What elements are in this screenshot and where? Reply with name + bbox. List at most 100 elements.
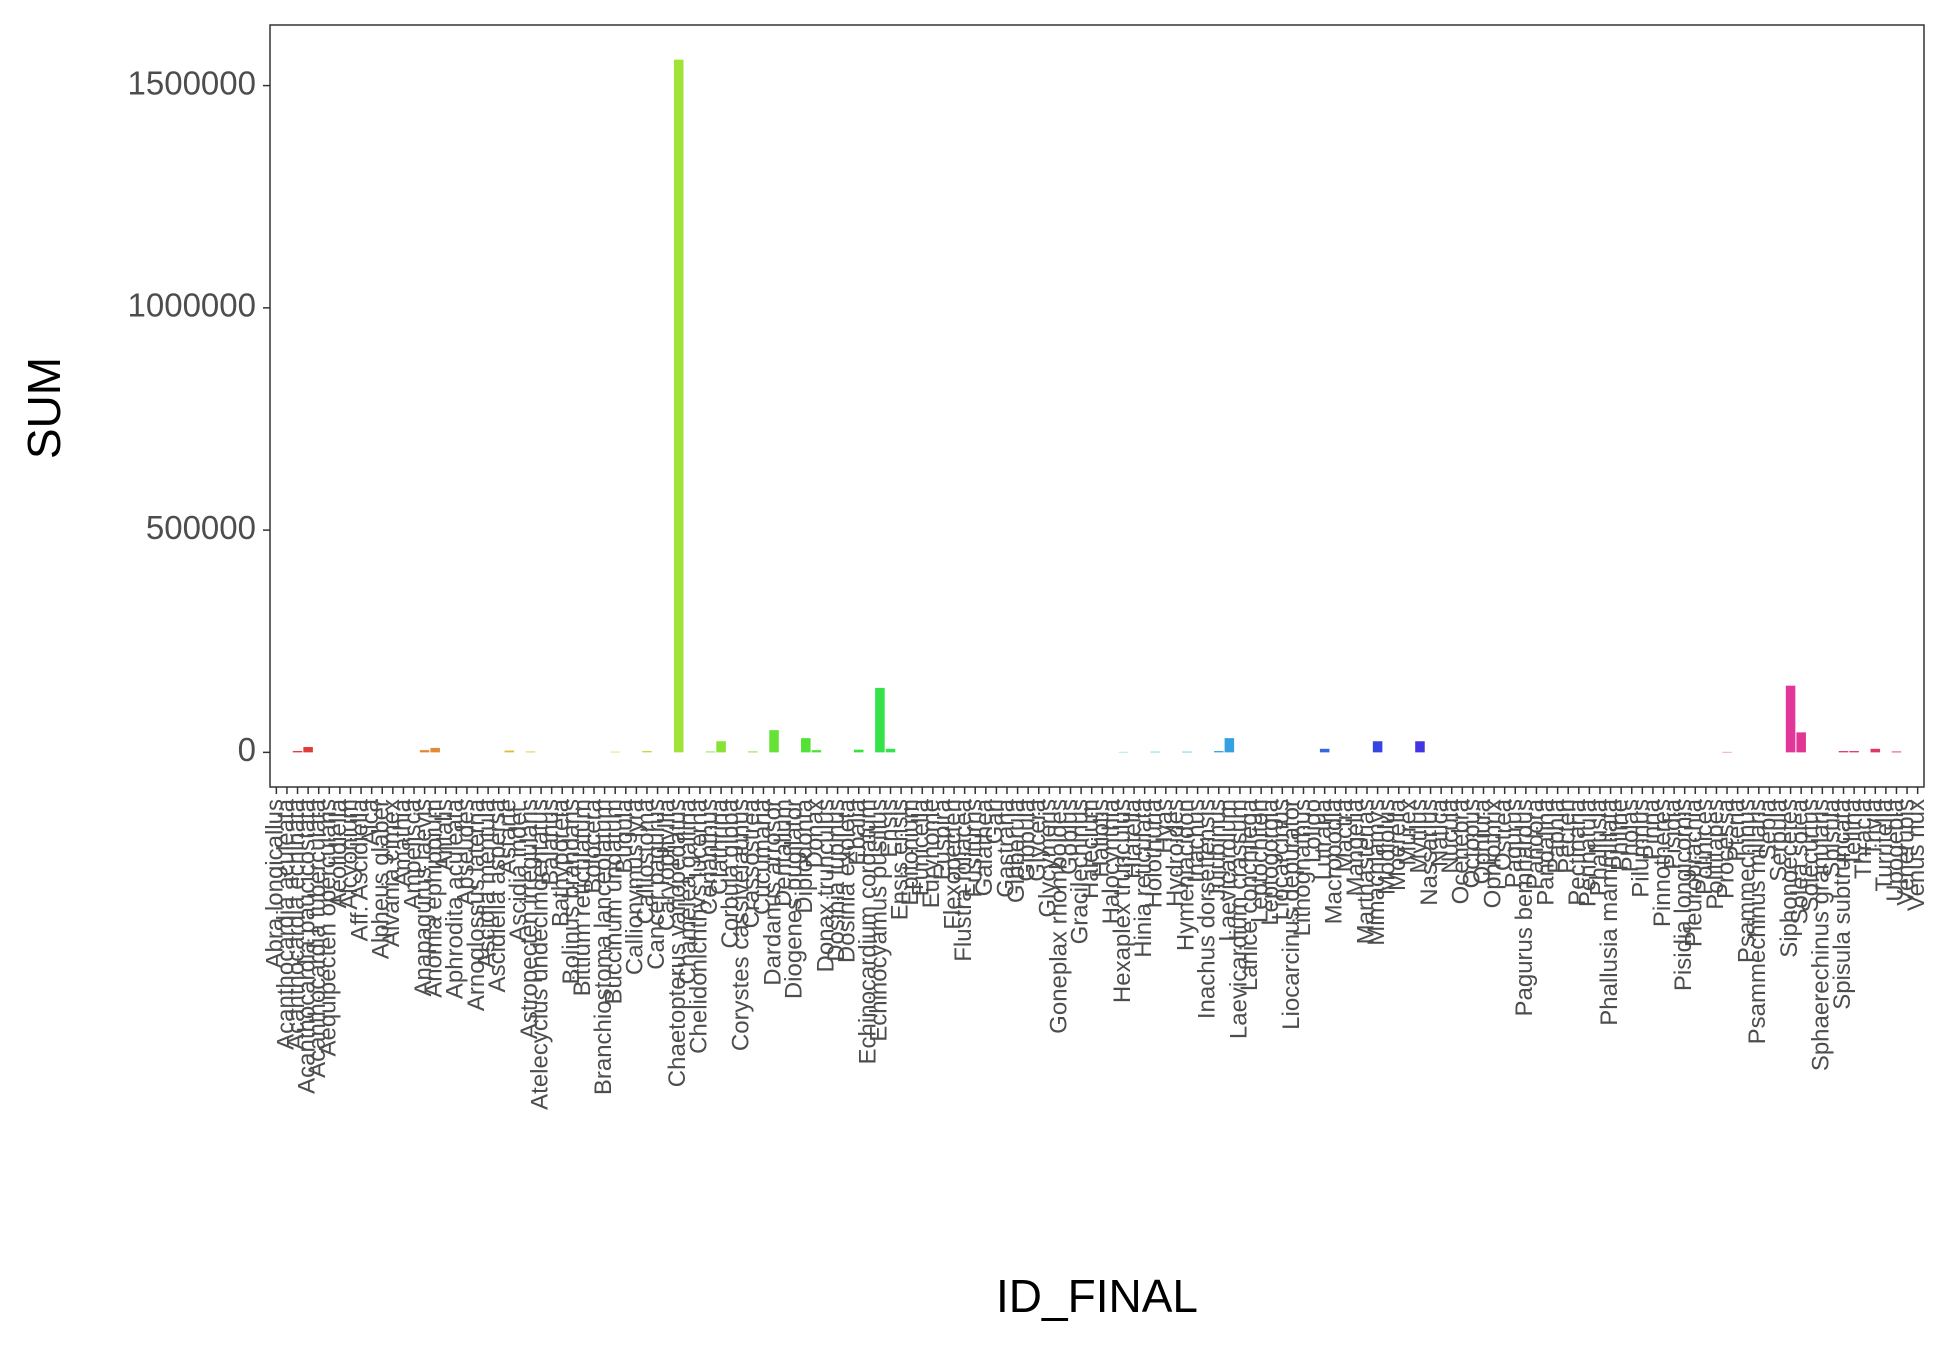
x-tick-label: Pisidia <box>1659 798 1686 869</box>
x-tick-label: Mimachlamys <box>1363 799 1390 946</box>
x-tick-label: Clathrina <box>706 798 733 895</box>
x-tick-label: Cucumaria <box>749 798 776 915</box>
x-tick-label: Lithognathus <box>1289 799 1316 936</box>
x-tick-label: Bolinus brandaris <box>558 799 585 984</box>
x-tick-label: Liocarcinus depurator <box>1278 799 1305 1030</box>
x-tick-label: Alca <box>357 798 384 845</box>
y-tick-label: 0 <box>238 731 256 768</box>
x-tick-label: Alvania cimex <box>378 799 405 947</box>
bar <box>1319 748 1330 753</box>
x-tick-label: Dentalium <box>770 799 797 907</box>
x-tick-label: Mactra <box>1331 798 1358 872</box>
x-tick-label: Aphrodita aculeata <box>442 798 469 999</box>
bar <box>769 730 779 753</box>
bar <box>1796 732 1806 753</box>
x-tick-label: Liocarcinus <box>1268 799 1295 920</box>
x-tick-label: Crassostrea <box>738 798 765 928</box>
bar <box>525 751 536 753</box>
x-tick-label: Callionymus lyra <box>622 798 649 975</box>
x-tick-label: Ascidia mentula <box>473 798 500 968</box>
x-tick-label: Atelecyclus undecimdentatus <box>526 799 553 1110</box>
x-tick-label: Hinia reticulata <box>1130 798 1157 957</box>
x-tick-label: Spisula subtruncata <box>1829 798 1856 1009</box>
x-tick-label: Anomia ephippium <box>421 799 448 998</box>
x-tick-label: Mytilus <box>1405 799 1432 874</box>
bar <box>430 747 440 753</box>
x-tick-label: Spisula <box>1818 798 1845 877</box>
x-tick-label: Philine <box>1606 799 1633 871</box>
x-tick-label: Gastrana <box>992 798 1019 897</box>
x-tick-label: Natica <box>1426 798 1453 867</box>
x-tick-label: Octopus <box>1458 799 1485 888</box>
x-tick-label: Venus nux <box>1903 799 1930 911</box>
x-tick-label: Psammechinus <box>1734 799 1761 963</box>
x-tick-label: Buccinum undatum <box>601 799 628 1004</box>
x-tick-label: Gobius <box>1056 799 1083 875</box>
bar <box>705 751 716 753</box>
bar <box>292 751 303 753</box>
x-tick-label: Ensis ensis <box>886 799 913 920</box>
x-tick-label: Chamelea gallina <box>675 798 702 984</box>
x-tick-label: Ascidia indet. <box>505 799 532 942</box>
x-tick-label: Nassarius <box>1416 799 1443 906</box>
x-tick-label: Pennatula <box>1575 798 1602 907</box>
x-tick-label: Paphia <box>1543 798 1570 873</box>
x-tick-label: Ascidiella aspersa <box>484 798 511 992</box>
x-tick-label: Processa <box>1712 798 1739 899</box>
x-tick-label: Holothuria <box>1141 798 1168 908</box>
x-tick-label: Aequipecten opercularis <box>315 799 342 1057</box>
x-tick-label: Pagurus <box>1501 799 1528 888</box>
bar <box>1785 685 1796 753</box>
x-tick-label: Aff. Ascidiella <box>346 798 373 941</box>
panel-border <box>269 24 1925 788</box>
x-tick-label: Amathia <box>389 798 416 887</box>
x-tick-label: Pholas <box>1617 799 1644 872</box>
x-tick-label: Solecurtus <box>1797 799 1824 912</box>
bar <box>610 751 620 753</box>
x-tick-label: Trivia <box>1861 798 1888 856</box>
bar <box>1224 738 1235 753</box>
x-tick-label: Pandalina <box>1532 798 1559 905</box>
x-tick-label: Polititapes <box>1702 799 1729 910</box>
x-tick-label: Ensis <box>876 799 903 858</box>
x-tick-label: Corystes cassivelaunus <box>728 799 755 1051</box>
x-tick-label: Jujubinus <box>1204 799 1231 900</box>
x-tick-label: Glycymeris <box>1035 799 1062 918</box>
x-tick-label: Antalis <box>431 799 458 871</box>
x-tick-label: Leptochiton <box>1246 799 1273 923</box>
bar <box>716 741 726 753</box>
x-tick-label: Bittium reticulatum <box>569 799 596 996</box>
bar <box>875 687 885 753</box>
x-tick-label: Upogebia <box>1882 798 1909 901</box>
x-tick-label: Polinices <box>1691 799 1718 895</box>
x-tick-label: Cerianthus <box>696 799 723 915</box>
x-tick-label: Psammechinus miliaris <box>1744 799 1771 1044</box>
x-tick-label: Acanthocardia aculeata <box>272 798 299 1049</box>
bar <box>419 750 430 753</box>
x-tick-label: Echinocardium cordatum <box>855 799 882 1064</box>
x-tick-label: Balanus <box>537 799 564 886</box>
x-tick-label: Cancer pagurus <box>643 799 670 970</box>
x-tick-label: Hyas <box>1151 799 1178 854</box>
x-tick-label: Inachus dorsettensis <box>1194 799 1221 1019</box>
x-tick-label: Galathea <box>971 798 998 896</box>
x-tick-label: Phallusia <box>1585 798 1612 896</box>
x-tick-label: Laevicardium crassum <box>1225 799 1252 1039</box>
x-tick-label: Abra longicallus <box>262 799 289 968</box>
x-tick-label: Pecten <box>1554 799 1581 874</box>
x-tick-label: Chelidonichthys lucerna <box>685 798 712 1053</box>
x-tick-label: Venerupis <box>1892 799 1919 906</box>
x-tick-label: Leptogorgia <box>1257 798 1284 925</box>
x-tick-label: Alpheus glaber <box>368 799 395 959</box>
x-tick-label: Marthasterias <box>1352 799 1379 944</box>
x-tick-label: Solea solea <box>1787 798 1814 924</box>
x-tick-label: Sepia <box>1755 798 1782 860</box>
x-tick-label: Corbula gibba <box>717 798 744 948</box>
x-tick-label: Branchiostoma lanceolatum <box>590 799 617 1095</box>
x-tick-label: Lanice conchilega <box>1236 798 1263 991</box>
bar <box>748 751 758 753</box>
x-tick-label: Haliotis <box>1088 799 1115 878</box>
x-tick-label: Pisidia longicornis <box>1670 799 1697 991</box>
x-tick-label: Eunicella <box>908 798 935 896</box>
bar <box>1150 751 1161 753</box>
